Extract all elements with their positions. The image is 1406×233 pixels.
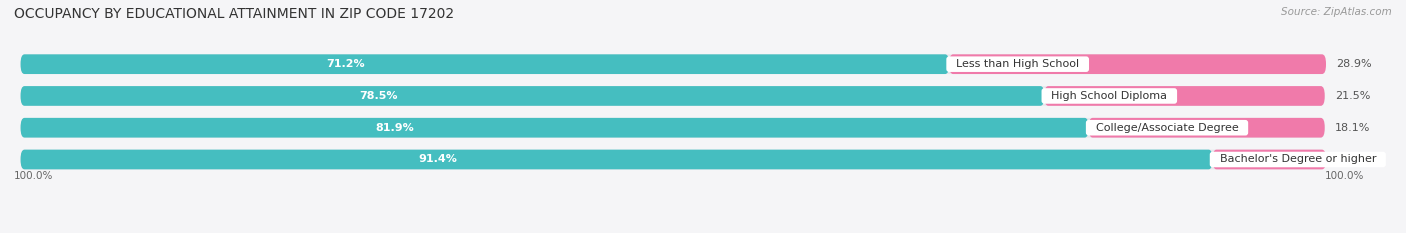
- Text: 78.5%: 78.5%: [360, 91, 398, 101]
- FancyBboxPatch shape: [21, 150, 1212, 169]
- FancyBboxPatch shape: [21, 54, 949, 74]
- Text: 8.7%: 8.7%: [1337, 154, 1365, 164]
- Text: 100.0%: 100.0%: [14, 171, 53, 181]
- Text: OCCUPANCY BY EDUCATIONAL ATTAINMENT IN ZIP CODE 17202: OCCUPANCY BY EDUCATIONAL ATTAINMENT IN Z…: [14, 7, 454, 21]
- Text: Bachelor's Degree or higher: Bachelor's Degree or higher: [1212, 154, 1384, 164]
- Text: 81.9%: 81.9%: [375, 123, 413, 133]
- Text: 71.2%: 71.2%: [326, 59, 366, 69]
- FancyBboxPatch shape: [21, 86, 1045, 106]
- Text: 18.1%: 18.1%: [1336, 123, 1371, 133]
- FancyBboxPatch shape: [21, 118, 1324, 137]
- FancyBboxPatch shape: [21, 150, 1324, 169]
- Text: Source: ZipAtlas.com: Source: ZipAtlas.com: [1281, 7, 1392, 17]
- FancyBboxPatch shape: [1088, 118, 1324, 137]
- FancyBboxPatch shape: [21, 86, 1324, 106]
- Text: Less than High School: Less than High School: [949, 59, 1087, 69]
- FancyBboxPatch shape: [21, 118, 1088, 137]
- Text: High School Diploma: High School Diploma: [1045, 91, 1174, 101]
- Text: College/Associate Degree: College/Associate Degree: [1088, 123, 1246, 133]
- Text: 100.0%: 100.0%: [1324, 171, 1364, 181]
- FancyBboxPatch shape: [21, 54, 1324, 74]
- Text: 91.4%: 91.4%: [419, 154, 457, 164]
- Text: 21.5%: 21.5%: [1336, 91, 1371, 101]
- Text: 28.9%: 28.9%: [1337, 59, 1372, 69]
- FancyBboxPatch shape: [1045, 86, 1324, 106]
- FancyBboxPatch shape: [1212, 150, 1326, 169]
- FancyBboxPatch shape: [949, 54, 1326, 74]
